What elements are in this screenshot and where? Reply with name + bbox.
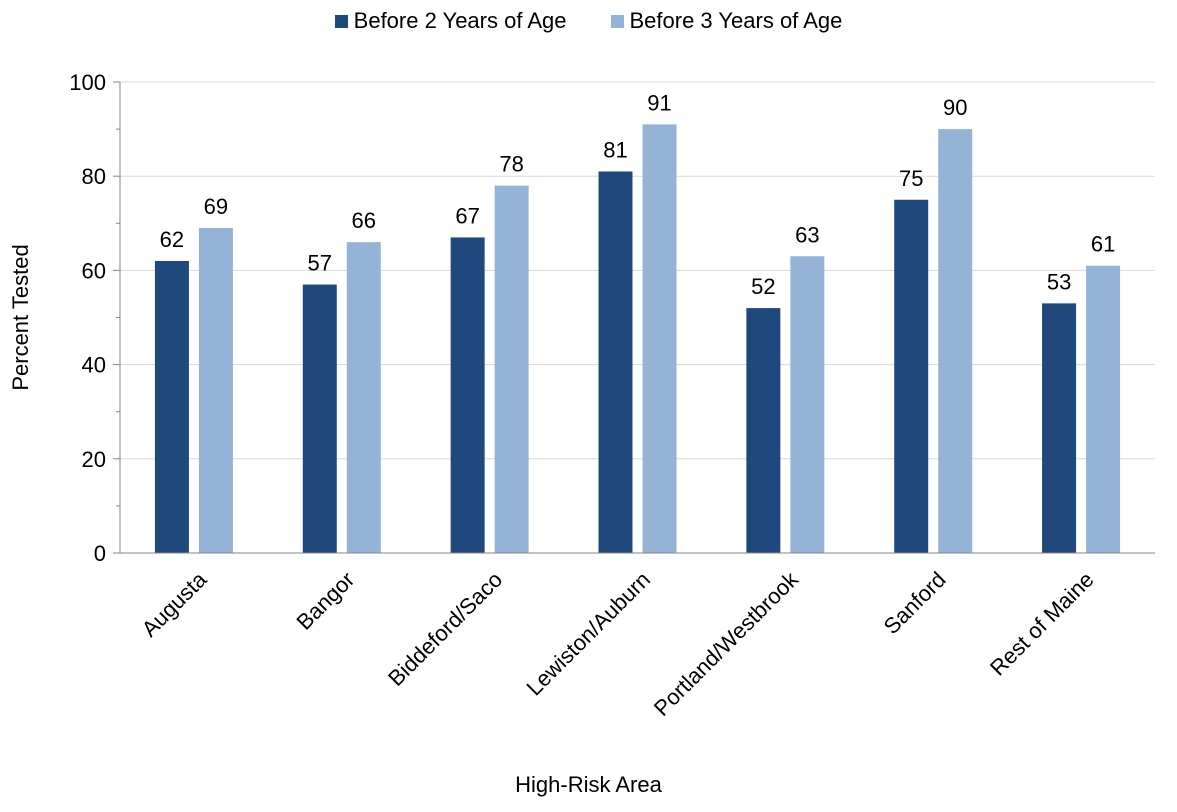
- data-label: 57: [308, 251, 332, 276]
- y-tick-label: 100: [69, 70, 106, 95]
- bar-before-2-years: [302, 284, 337, 553]
- x-tick-label: Biddeford/Saco: [383, 567, 507, 691]
- legend-swatch-series-1: [334, 14, 348, 28]
- x-tick-label: Lewiston/Auburn: [521, 567, 655, 701]
- y-tick-label: 60: [82, 258, 106, 283]
- data-label: 67: [455, 203, 479, 228]
- y-tick-label: 40: [82, 353, 106, 378]
- bar-before-3-years: [198, 228, 233, 553]
- x-tick-label: Sanford: [879, 567, 951, 639]
- y-tick-label: 80: [82, 164, 106, 189]
- data-label: 69: [204, 194, 228, 219]
- data-label: 81: [603, 137, 627, 162]
- data-label: 52: [751, 274, 775, 299]
- bar-before-2-years: [746, 308, 781, 553]
- bar-before-3-years: [494, 185, 529, 553]
- legend-item-series-1: Before 2 Years of Age: [334, 8, 567, 34]
- x-axis-title: High-Risk Area: [515, 772, 662, 797]
- bar-before-2-years: [154, 260, 189, 553]
- bar-before-2-years: [450, 237, 485, 553]
- x-tick-label: Augusta: [137, 566, 212, 641]
- y-axis-title: Percent Tested: [8, 244, 33, 390]
- bar-before-3-years: [938, 129, 973, 553]
- data-label: 53: [1047, 269, 1071, 294]
- bar-before-2-years: [1042, 303, 1077, 553]
- x-tick-label: Bangor: [291, 567, 359, 635]
- data-label: 75: [899, 166, 923, 191]
- data-label: 62: [160, 227, 184, 252]
- legend-label-series-1: Before 2 Years of Age: [353, 8, 567, 33]
- data-label: 61: [1091, 232, 1115, 257]
- x-tick-label: Portland/Westbrook: [649, 566, 804, 721]
- data-label: 90: [943, 95, 967, 120]
- bar-before-2-years: [598, 171, 633, 554]
- bar-before-3-years: [790, 256, 825, 553]
- bar-before-3-years: [1086, 265, 1121, 553]
- y-tick-label: 0: [94, 541, 106, 566]
- bar-before-3-years: [642, 124, 677, 553]
- bar-before-3-years: [346, 242, 381, 553]
- y-tick-label: 20: [82, 447, 106, 472]
- data-label: 63: [795, 222, 819, 247]
- legend: Before 2 Years of Age Before 3 Years of …: [0, 8, 1177, 34]
- bar-before-2-years: [894, 199, 929, 553]
- data-label: 91: [647, 90, 671, 115]
- legend-swatch-series-2: [610, 14, 624, 28]
- legend-item-series-2: Before 3 Years of Age: [610, 8, 843, 34]
- x-tick-label: Rest of Maine: [985, 567, 1099, 681]
- legend-label-series-2: Before 3 Years of Age: [629, 8, 843, 33]
- data-label: 66: [352, 208, 376, 233]
- data-label: 78: [499, 152, 523, 177]
